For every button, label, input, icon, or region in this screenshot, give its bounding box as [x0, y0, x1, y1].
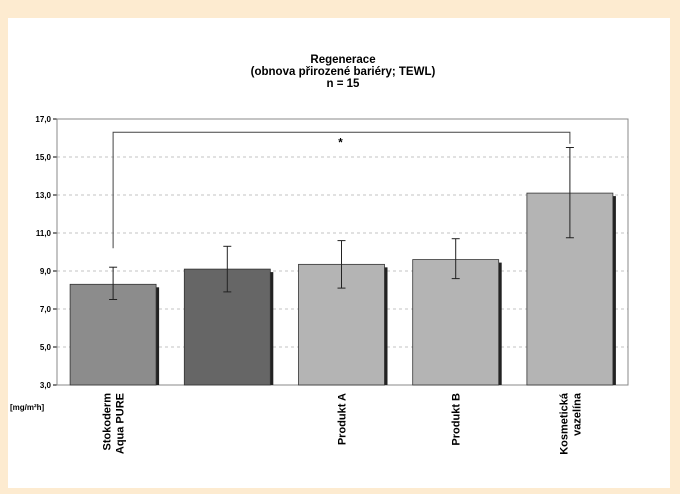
- chart-title-line: (obnova přirozené bariéry; TEWL): [251, 66, 436, 78]
- category-label: Produkt A: [337, 393, 349, 445]
- bar: [412, 259, 500, 386]
- chart-title-line: n = 15: [327, 78, 361, 90]
- y-axis-label: [mg/m²h]: [10, 403, 45, 412]
- y-tick-label: 15,0: [35, 153, 51, 162]
- significance-marker: *: [338, 137, 343, 149]
- y-tick-label: 7,0: [40, 305, 52, 314]
- bar: [183, 268, 271, 386]
- significance-bracket: [112, 131, 571, 249]
- bar-chart: Regenerace(obnova přirozené bariéry; TEW…: [10, 54, 629, 455]
- chart-panel: Regenerace (obnova přirozené bariéry; TEW…: [8, 18, 670, 488]
- y-tick-label: 17,0: [35, 115, 51, 124]
- bar: [69, 283, 157, 386]
- category-label: Aqua PURE: [115, 393, 127, 454]
- y-tick-label: 9,0: [40, 267, 52, 276]
- category-label: vazelína: [571, 392, 583, 436]
- category-label: Produkt B: [451, 393, 463, 446]
- y-tick-label: 3,0: [40, 381, 52, 390]
- y-tick-label: 13,0: [35, 191, 51, 200]
- y-tick-label: 11,0: [36, 229, 52, 238]
- category-label: Stokoderm: [102, 393, 114, 451]
- category-label: Kosmetická: [558, 392, 570, 455]
- chart-title-line: Regenerace: [310, 54, 375, 66]
- y-tick-label: 5,0: [40, 343, 52, 352]
